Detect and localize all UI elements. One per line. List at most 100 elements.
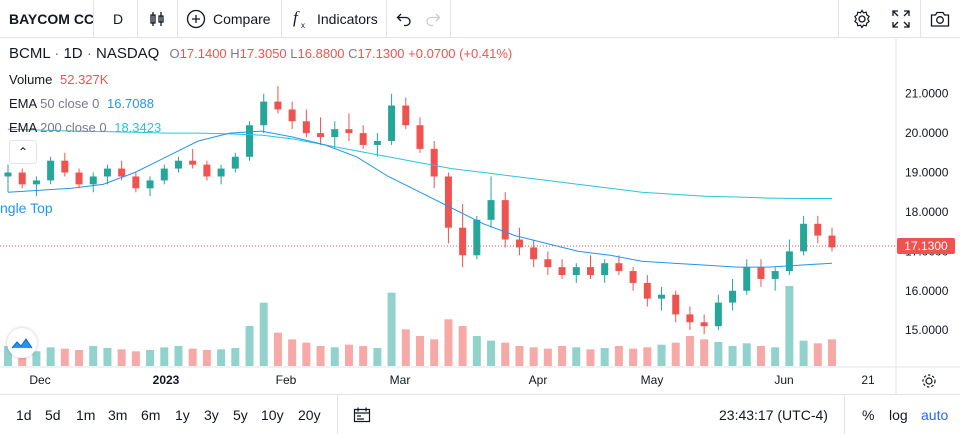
candle-body [572, 267, 580, 275]
price-axis-label: 18.0000 [905, 205, 949, 219]
candle-body [515, 239, 523, 248]
candle-body [558, 267, 566, 275]
volume-bar [188, 348, 197, 366]
candle [274, 85, 282, 114]
volume-bar [273, 332, 282, 366]
undo-icon[interactable] [396, 0, 412, 38]
candle-body [700, 322, 708, 327]
range-1d[interactable]: 1d [16, 406, 32, 423]
candle [416, 117, 424, 153]
auto-toggle[interactable]: auto [921, 406, 949, 423]
toolbar-divider [93, 0, 94, 38]
volume-bar [117, 349, 126, 366]
range-1m[interactable]: 1m [76, 406, 96, 423]
ema50-params: 50 close 0 [40, 96, 100, 111]
percent-toggle[interactable]: % [862, 406, 875, 423]
candle [260, 93, 268, 134]
volume-label: Volume [9, 72, 53, 87]
candle-body [473, 219, 481, 256]
range-3y[interactable]: 3y [204, 406, 219, 423]
candle [146, 176, 154, 197]
candle [345, 113, 353, 141]
goto-date-icon[interactable] [353, 395, 371, 434]
time-axis-label: Apr [529, 373, 548, 387]
range-6m[interactable]: 6m [141, 406, 161, 423]
range-5y[interactable]: 5y [233, 406, 248, 423]
redo-icon[interactable] [425, 0, 441, 38]
bottom-divider [844, 395, 845, 434]
volume-bar [75, 350, 84, 366]
settings-gear-icon[interactable] [852, 0, 872, 38]
price-chart[interactable]: 21.000020.000019.000018.000017.000016.00… [0, 39, 960, 394]
candle-body [459, 227, 467, 256]
candle [203, 160, 211, 181]
time-axis-label: Dec [29, 373, 50, 387]
candle [132, 172, 140, 193]
legend-volume[interactable]: Volume 52.327K [9, 72, 108, 87]
volume-bar [714, 342, 723, 366]
volume-bar [174, 346, 183, 366]
candle [658, 286, 666, 311]
candle-body [373, 141, 381, 145]
price-axis-label: 16.0000 [905, 284, 949, 298]
compare-button[interactable]: Compare [186, 0, 271, 38]
volume-bar [472, 336, 481, 366]
legend-symbol: BCML [9, 45, 51, 62]
candle-body [444, 176, 452, 228]
candle [89, 172, 97, 193]
volume-bar [700, 339, 709, 366]
legend-main: BCML · 1D · NASDAQ O17.1400 H17.3050 L16… [9, 45, 513, 62]
legend-ema200[interactable]: EMA 200 close 0 18.3423 [9, 120, 161, 135]
candle [672, 290, 680, 323]
ema50-label: EMA [9, 96, 37, 111]
interval-button[interactable]: D [113, 11, 124, 27]
price-axis-label: 15.0000 [905, 323, 949, 337]
candle [47, 156, 55, 185]
candle [217, 164, 225, 185]
candle [473, 215, 481, 260]
candle-body [203, 164, 211, 177]
volume-bar [46, 347, 55, 366]
volume-bar [231, 348, 240, 366]
candle-body [402, 105, 410, 126]
volume-bar [756, 346, 765, 366]
candles-style-icon[interactable] [148, 0, 166, 38]
legend-ema50[interactable]: EMA 50 close 0 16.7088 [9, 96, 154, 111]
axis-settings-icon[interactable] [922, 374, 936, 388]
range-10y[interactable]: 10y [261, 406, 284, 423]
candlesticks [4, 85, 836, 335]
candle [700, 314, 708, 335]
volume-bar [373, 348, 382, 366]
clock[interactable]: 23:43:17 (UTC-4) [719, 406, 828, 423]
range-20y[interactable]: 20y [298, 406, 321, 423]
volume-bar [515, 346, 524, 366]
volume-bar [344, 344, 353, 366]
open-value: 17.1400 [179, 46, 227, 61]
candle-body [18, 172, 26, 185]
volume-bar [202, 350, 211, 366]
collapse-legend-button[interactable]: ⌃ [9, 140, 37, 164]
candle [785, 239, 793, 275]
range-3m[interactable]: 3m [108, 406, 128, 423]
volume-bar [245, 326, 254, 366]
camera-icon[interactable] [930, 0, 950, 38]
volume-bar [444, 319, 453, 366]
volume-bar [217, 349, 226, 366]
log-toggle[interactable]: log [889, 406, 908, 423]
tradingview-logo[interactable] [7, 328, 37, 358]
range-5d[interactable]: 5d [45, 406, 61, 423]
candle-body [32, 180, 40, 185]
volume-bar [657, 344, 666, 366]
symbol-search[interactable]: BAYCOM CC [9, 11, 93, 27]
time-axis-label: Jun [774, 373, 793, 387]
volume-bar [543, 348, 552, 366]
candle-body [174, 160, 182, 169]
candle-body [544, 259, 552, 268]
volume-bar [146, 350, 155, 366]
range-1y[interactable]: 1y [175, 406, 190, 423]
fullscreen-icon[interactable] [892, 0, 910, 38]
pattern-label[interactable]: ngle Top [0, 200, 53, 216]
toolbar-divider [920, 0, 921, 38]
volume-bar [558, 346, 567, 366]
